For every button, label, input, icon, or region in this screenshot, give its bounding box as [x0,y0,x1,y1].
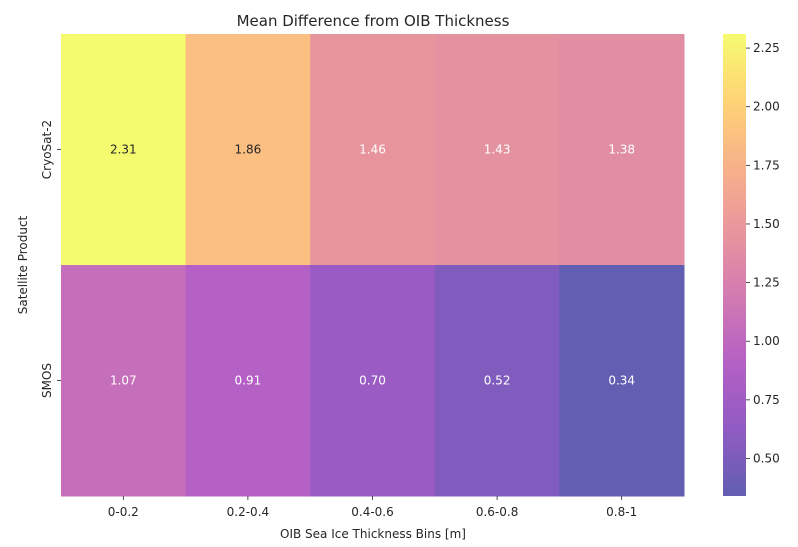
x-axis-label: OIB Sea Ice Thickness Bins [m] [280,527,466,541]
colorbar-gradient [723,34,746,496]
x-tick-label: 0.4-0.6 [351,505,394,519]
cell-value-label: 2.31 [110,143,137,157]
colorbar-tick-label: 2.25 [753,41,780,55]
colorbar-tick-label: 1.00 [753,334,780,348]
heatmap-cell [61,34,187,266]
x-axis: 0-0.2 0.2-0.4 0.4-0.6 0.6-0.8 0.8-1 [108,496,637,519]
x-tick-label: 0.8-1 [606,505,637,519]
heatmap-cell [61,265,187,497]
heatmap-cell [310,34,436,266]
heatmap-cell-labels: 2.31 1.86 1.46 1.43 1.38 1.07 0.91 0.70 0.52 0.34 [110,143,635,388]
cell-value-label: 1.43 [484,143,511,157]
y-axis: CryoSat-2 SMOS [40,120,61,398]
colorbar-tick-label: 1.75 [753,158,780,172]
heatmap-cell [434,34,560,266]
cell-value-label: 0.70 [359,374,386,388]
heatmap-cell [185,265,311,497]
y-tick-label: SMOS [40,363,54,398]
heatmap-cell [310,265,436,497]
heatmap-cell [434,265,560,497]
colorbar: 0.50 0.75 1.00 1.25 1.50 1.75 2.00 2.25 [723,34,780,496]
heatmap-cell [559,34,685,266]
heatmap-cell [185,34,311,266]
heatmap-cell [559,265,685,497]
colorbar-tick-label: 0.50 [753,451,780,465]
cell-value-label: 0.52 [484,374,511,388]
cell-value-label: 1.38 [608,143,635,157]
chart-title: Mean Difference from OIB Thickness [237,12,510,30]
y-axis-label: Satellite Product [16,215,30,314]
colorbar-tick-label: 0.75 [753,393,780,407]
x-tick-label: 0.6-0.8 [476,505,519,519]
heatmap-cells [61,34,685,497]
x-tick-label: 0.2-0.4 [227,505,270,519]
cell-value-label: 1.07 [110,374,137,388]
cell-value-label: 1.86 [235,143,262,157]
cell-value-label: 0.91 [235,374,262,388]
y-tick-label: CryoSat-2 [40,120,54,179]
x-tick-label: 0-0.2 [108,505,139,519]
colorbar-tick-label: 1.25 [753,276,780,290]
colorbar-tick-label: 2.00 [753,100,780,114]
colorbar-tick-label: 1.50 [753,217,780,231]
cell-value-label: 1.46 [359,143,386,157]
cell-value-label: 0.34 [608,374,635,388]
